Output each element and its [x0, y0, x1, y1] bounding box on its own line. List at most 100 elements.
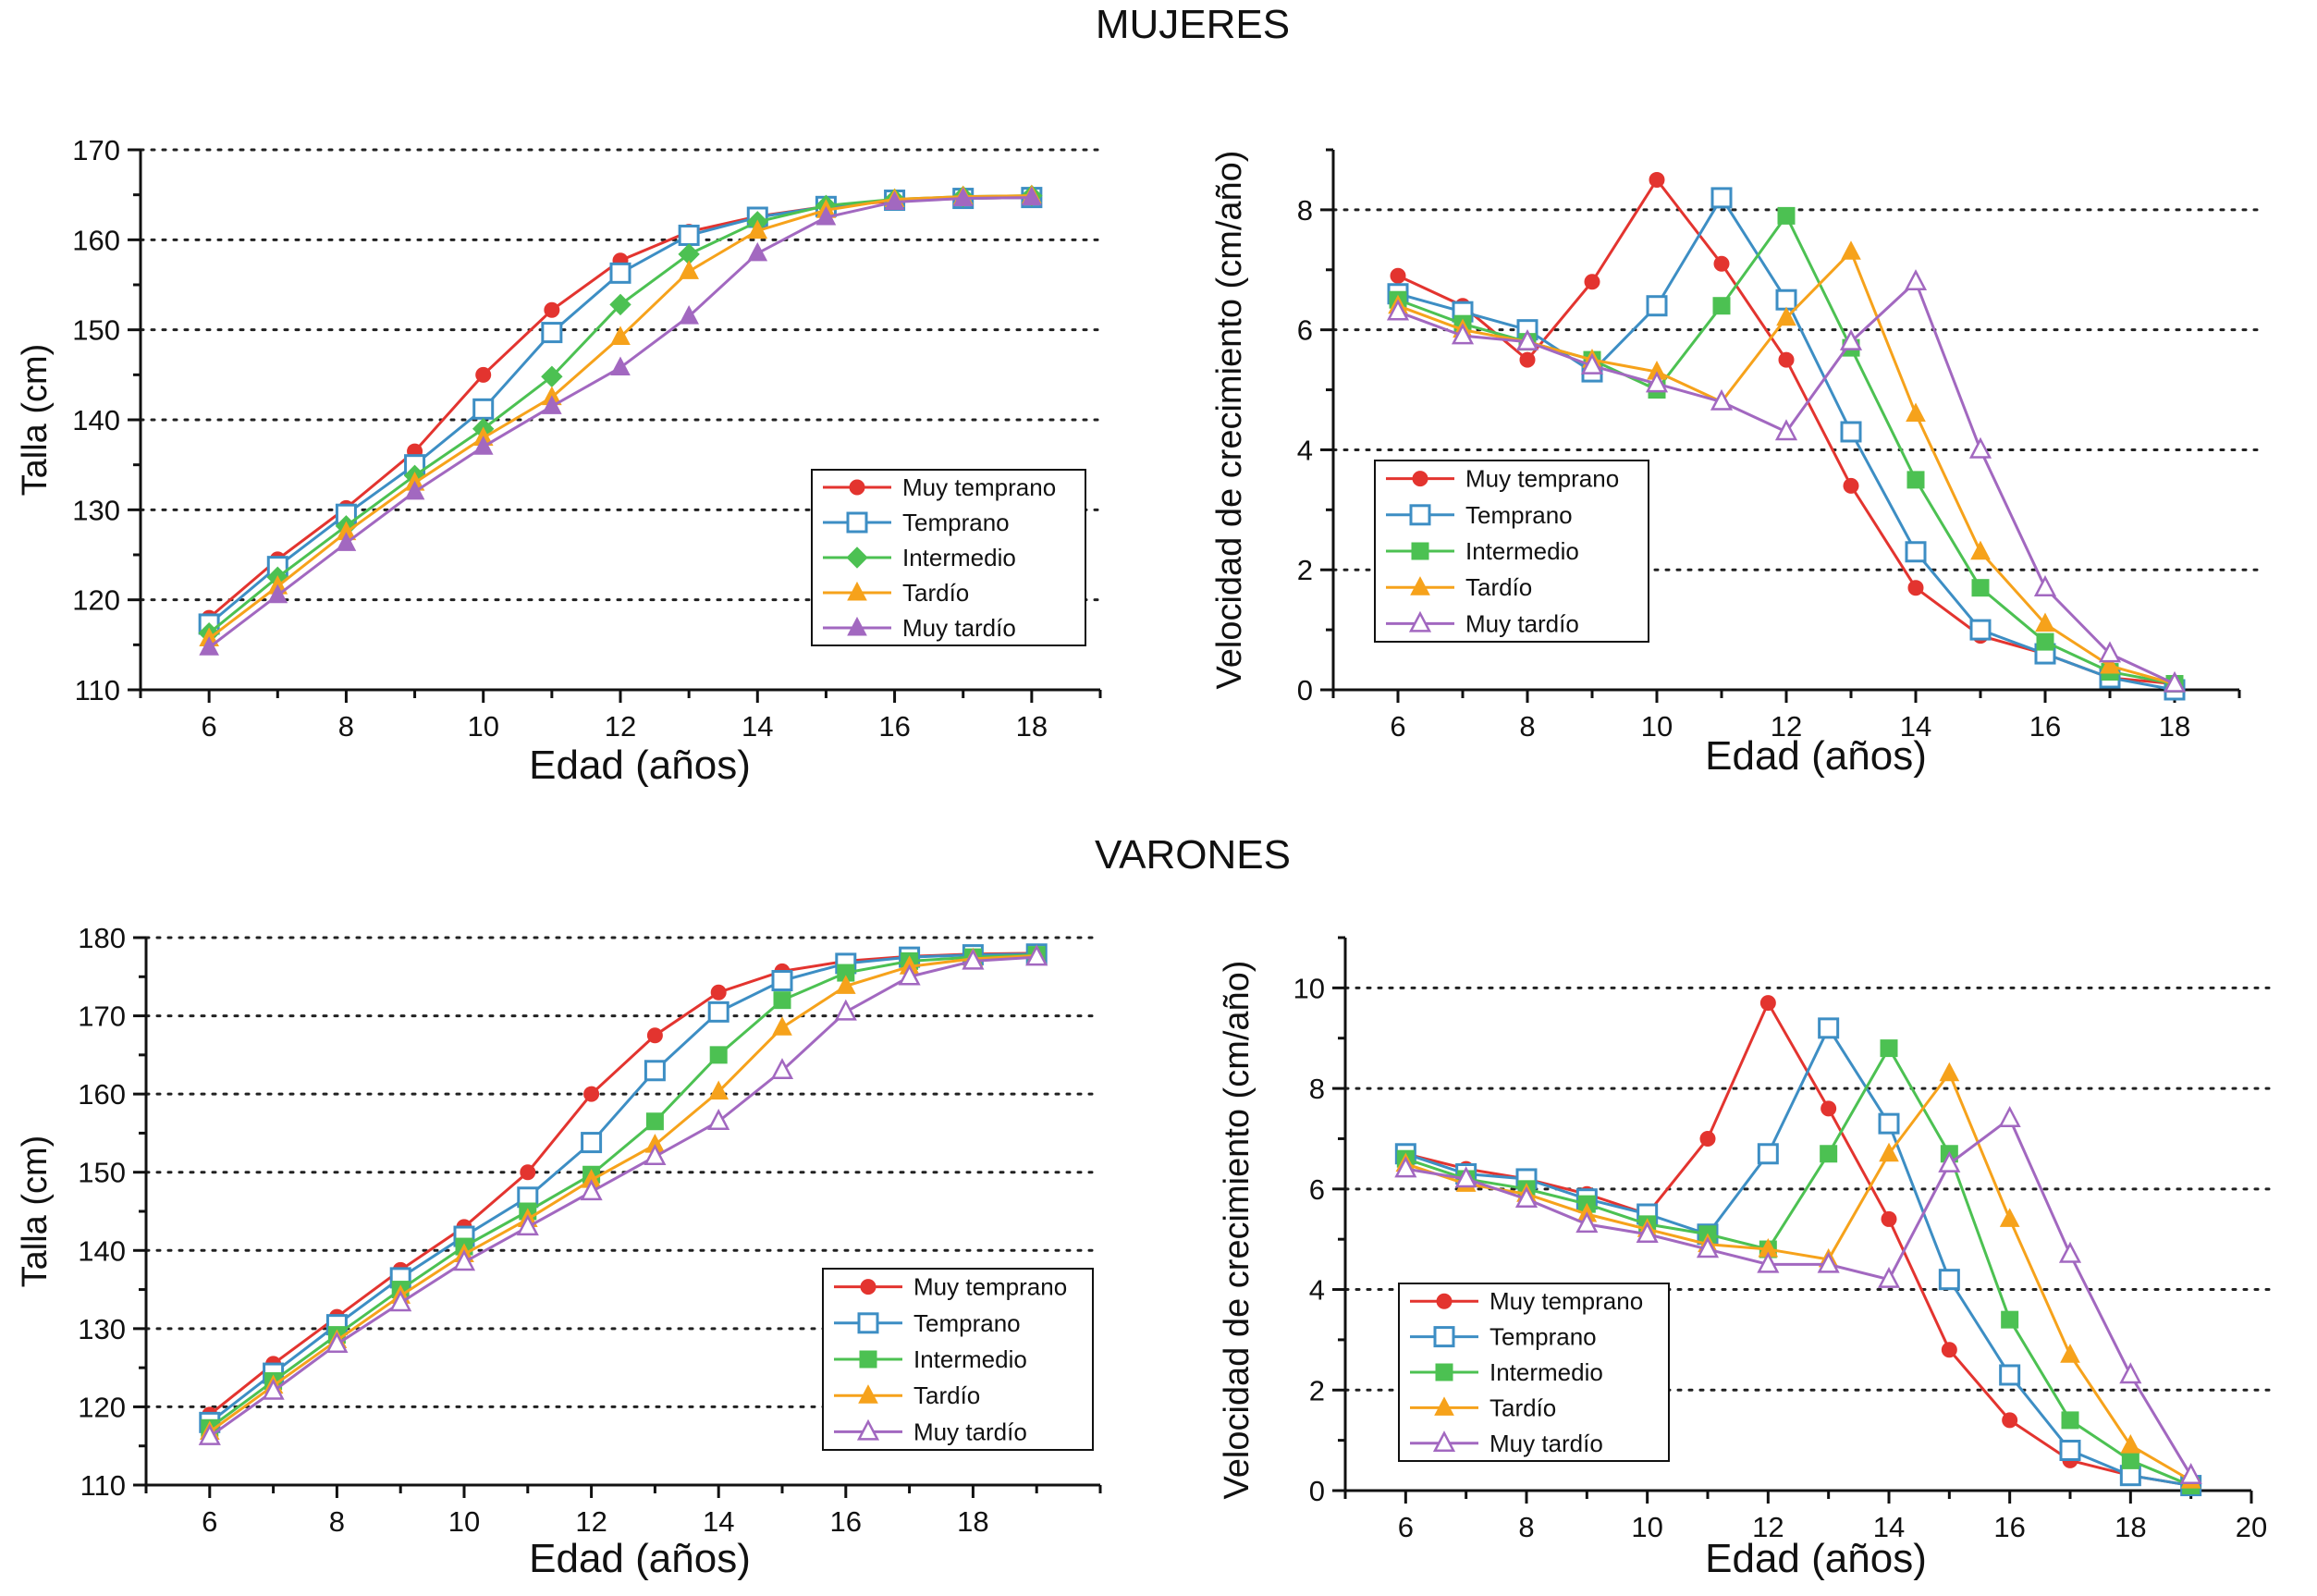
legend-label: Muy tardío [1490, 1430, 1603, 1457]
data-point [1451, 323, 1475, 345]
y-tick-label: 0 [1309, 1475, 1325, 1507]
data-point [1905, 541, 1927, 563]
data-point [962, 948, 985, 970]
x-tick-label: 10 [467, 710, 498, 743]
data-point [2002, 1412, 2018, 1429]
data-point [1877, 1266, 1901, 1288]
y-tick-label: 2 [1297, 554, 1313, 586]
data-point [2061, 1411, 2079, 1430]
legend-label: Muy temprano [913, 1273, 1067, 1301]
legend-marker [1432, 1430, 1456, 1453]
series-line [208, 953, 1037, 1433]
legend-marker [856, 1418, 880, 1441]
data-point [1757, 1143, 1779, 1165]
y-tick-label: 0 [1297, 674, 1313, 706]
data-point [1939, 1062, 1960, 1082]
x-tick-label: 8 [329, 1505, 345, 1538]
data-point [472, 436, 494, 455]
x-tick-label: 8 [338, 710, 354, 743]
data-point [1394, 1156, 1417, 1178]
series-line [208, 953, 1037, 1430]
data-point [1022, 186, 1042, 206]
data-point [1696, 1236, 1720, 1258]
y-axis-label: Talla (cm) [16, 1136, 55, 1288]
data-point [1969, 619, 1992, 641]
data-point [1938, 1150, 1961, 1172]
data-point [1390, 267, 1406, 284]
x-tick-label: 6 [202, 1505, 217, 1538]
y-tick-label: 10 [1293, 972, 1325, 1004]
y-tick-label: 4 [1309, 1274, 1325, 1307]
data-point [1584, 274, 1600, 290]
legend-label: Tardío [1490, 1393, 1556, 1421]
data-point [815, 205, 837, 226]
series-muy-tardio [1386, 269, 2187, 693]
data-point [475, 366, 492, 383]
data-point [2036, 632, 2054, 651]
data-point [1906, 402, 1926, 423]
legend-marker [1436, 1293, 1453, 1309]
data-point [389, 1290, 412, 1312]
legend-label: Muy tardío [1465, 609, 1579, 637]
legend-label: Tardío [902, 579, 969, 607]
data-point [1776, 306, 1796, 326]
series-muy-tardio [1394, 1106, 2202, 1484]
x-tick-label: 20 [2236, 1511, 2267, 1543]
legend-marker [857, 1312, 879, 1334]
y-axis-label: Velocidad de crecimiento (cm/año) [1218, 961, 1257, 1500]
legend-marker [1435, 1363, 1453, 1381]
data-point [679, 260, 699, 279]
legend-marker [860, 1279, 877, 1295]
data-point [709, 1046, 728, 1064]
legend-marker [1410, 576, 1430, 595]
x-tick-label: 18 [2159, 710, 2190, 743]
y-tick-label: 170 [72, 134, 120, 166]
series-muy-tardio [198, 944, 1048, 1445]
y-tick-label: 110 [75, 674, 120, 706]
data-point [1998, 1106, 2021, 1127]
x-tick-label: 10 [1641, 710, 1673, 743]
legend-marker [1411, 542, 1429, 560]
y-tick-label: 6 [1309, 1173, 1325, 1206]
data-point [1820, 1100, 1837, 1117]
y-tick-label: 2 [1309, 1374, 1325, 1406]
section-title-men: VARONES [1095, 832, 1291, 878]
x-axis-label: Edad (años) [1705, 1536, 1927, 1581]
data-point [2163, 670, 2187, 693]
data-point [1712, 297, 1731, 315]
data-point [1841, 240, 1861, 260]
data-point [1386, 299, 1410, 321]
legend: Muy temprano Temprano Intermedio Tardío Muy … [1374, 460, 1649, 643]
data-point [1840, 421, 1862, 443]
legend: Muy temprano Temprano Intermedio Tardío Muy … [822, 1268, 1094, 1451]
x-tick-label: 14 [1873, 1511, 1905, 1543]
data-point [1843, 477, 1859, 494]
data-point [898, 964, 921, 986]
data-point [678, 224, 700, 246]
data-point [1907, 580, 1924, 596]
x-tick-label: 6 [1390, 710, 1405, 743]
data-point [707, 1109, 730, 1130]
legend: Muy temprano Temprano Intermedio Tardío Muy … [1398, 1283, 1670, 1462]
data-point [1820, 1145, 1838, 1163]
data-point [336, 532, 357, 551]
data-point [835, 975, 856, 994]
legend-label: Intermedio [1490, 1358, 1603, 1386]
chart-men-velocity: 0 2 4 6 8 10 6 8 10 12 14 16 18 20 Edad (años) Velocida… [1218, 936, 2276, 1581]
data-point [770, 1058, 794, 1080]
y-tick-label: 8 [1297, 194, 1313, 227]
x-tick-label: 6 [202, 710, 217, 743]
data-point [610, 356, 631, 376]
data-point [1759, 995, 1776, 1012]
legend-label: Muy temprano [1490, 1287, 1643, 1315]
data-point [2121, 1451, 2139, 1469]
data-point [771, 970, 793, 992]
y-tick-label: 120 [78, 1391, 126, 1423]
data-point [262, 1378, 285, 1400]
x-tick-label: 18 [957, 1505, 988, 1538]
legend-marker [858, 1384, 878, 1404]
data-point [644, 1144, 667, 1166]
data-point [1774, 419, 1798, 441]
x-tick-label: 10 [1631, 1511, 1662, 1543]
data-point [520, 1164, 536, 1181]
